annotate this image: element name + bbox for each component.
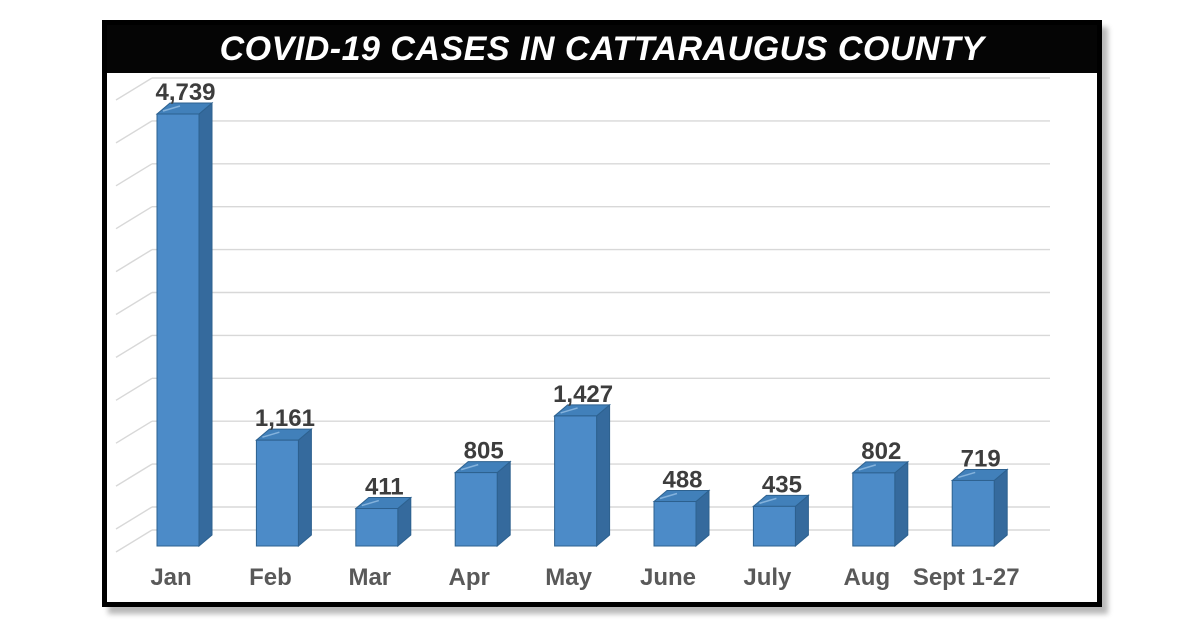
bar-top-highlight-jan <box>162 105 181 112</box>
bar-top-highlight-july <box>759 497 777 505</box>
chart-title: COVID-19 CASES IN CATTARAUGUS COUNTY <box>219 29 985 68</box>
category-label-may: May <box>545 564 592 591</box>
bar-june <box>653 501 697 547</box>
chart-card: COVID-19 CASES IN CATTARAUGUS COUNTY 4,7… <box>102 20 1102 607</box>
bar-side-jan <box>198 101 213 548</box>
gridline-depth <box>115 291 153 316</box>
chart-title-bar: COVID-19 CASES IN CATTARAUGUS COUNTY <box>107 25 1097 73</box>
value-label-may: 1,427 <box>553 381 613 408</box>
bar-top-highlight-aug <box>858 464 877 471</box>
bar-apr <box>454 472 498 547</box>
bar-feb <box>255 439 299 547</box>
bar-jan <box>156 113 200 547</box>
value-label-feb: 1,161 <box>255 405 315 432</box>
category-label-apr: Apr <box>449 564 490 591</box>
gridline-depth <box>115 120 153 144</box>
bar-side-aug <box>894 460 909 548</box>
bar-aug <box>852 472 896 547</box>
bar-side-may <box>596 403 611 548</box>
bar-side-apr <box>496 460 511 548</box>
bar-side-feb <box>297 428 312 548</box>
baseline-gridline-depth <box>115 529 153 553</box>
gridline-depth <box>115 377 153 401</box>
category-label-june: June <box>640 564 696 591</box>
bar-sept-1-27 <box>951 479 995 547</box>
value-label-jan: 4,739 <box>155 79 215 106</box>
bar-july <box>752 505 796 547</box>
gridline-depth <box>115 334 153 358</box>
gridline-depth <box>115 77 153 101</box>
gridline-depth <box>115 163 153 187</box>
gridline-depth <box>115 249 153 273</box>
bar-top-highlight-feb <box>262 431 280 438</box>
category-label-jan: Jan <box>150 564 191 591</box>
value-label-apr: 805 <box>464 438 504 465</box>
category-label-feb: Feb <box>249 564 292 591</box>
value-label-aug: 802 <box>861 438 901 465</box>
bar-may <box>554 415 598 547</box>
bar-top-highlight-mar <box>361 499 380 507</box>
value-label-mar: 411 <box>365 474 404 501</box>
value-label-sept-1-27: 719 <box>961 445 1001 472</box>
bar-mar <box>355 508 399 547</box>
category-label-july: July <box>743 564 792 591</box>
bar-chart: 4,739 Jan 1,161 Feb 411 Mar 805 Apr 1,427 May 488 J… <box>115 77 1050 591</box>
value-label-june: 488 <box>662 467 702 494</box>
bar-top-highlight-sept-1-27 <box>957 471 976 479</box>
bar-top-highlight-apr <box>460 463 479 471</box>
gridline-depth <box>115 506 153 530</box>
gridline-depth <box>115 463 153 487</box>
category-label-aug: Aug <box>843 564 890 591</box>
plot-area: 4,739 Jan 1,161 Feb 411 Mar 805 Apr 1,427 May 488 J… <box>107 73 1097 602</box>
bar-side-sept-1-27 <box>993 468 1008 548</box>
bar-top-highlight-june <box>659 492 678 500</box>
value-label-july: 435 <box>762 471 802 498</box>
gridline-depth <box>115 420 153 444</box>
category-label-mar: Mar <box>348 564 391 591</box>
gridline-depth <box>115 206 153 230</box>
bar-top-highlight-may <box>560 407 578 414</box>
category-label-sept-1-27: Sept 1-27 <box>913 564 1020 591</box>
